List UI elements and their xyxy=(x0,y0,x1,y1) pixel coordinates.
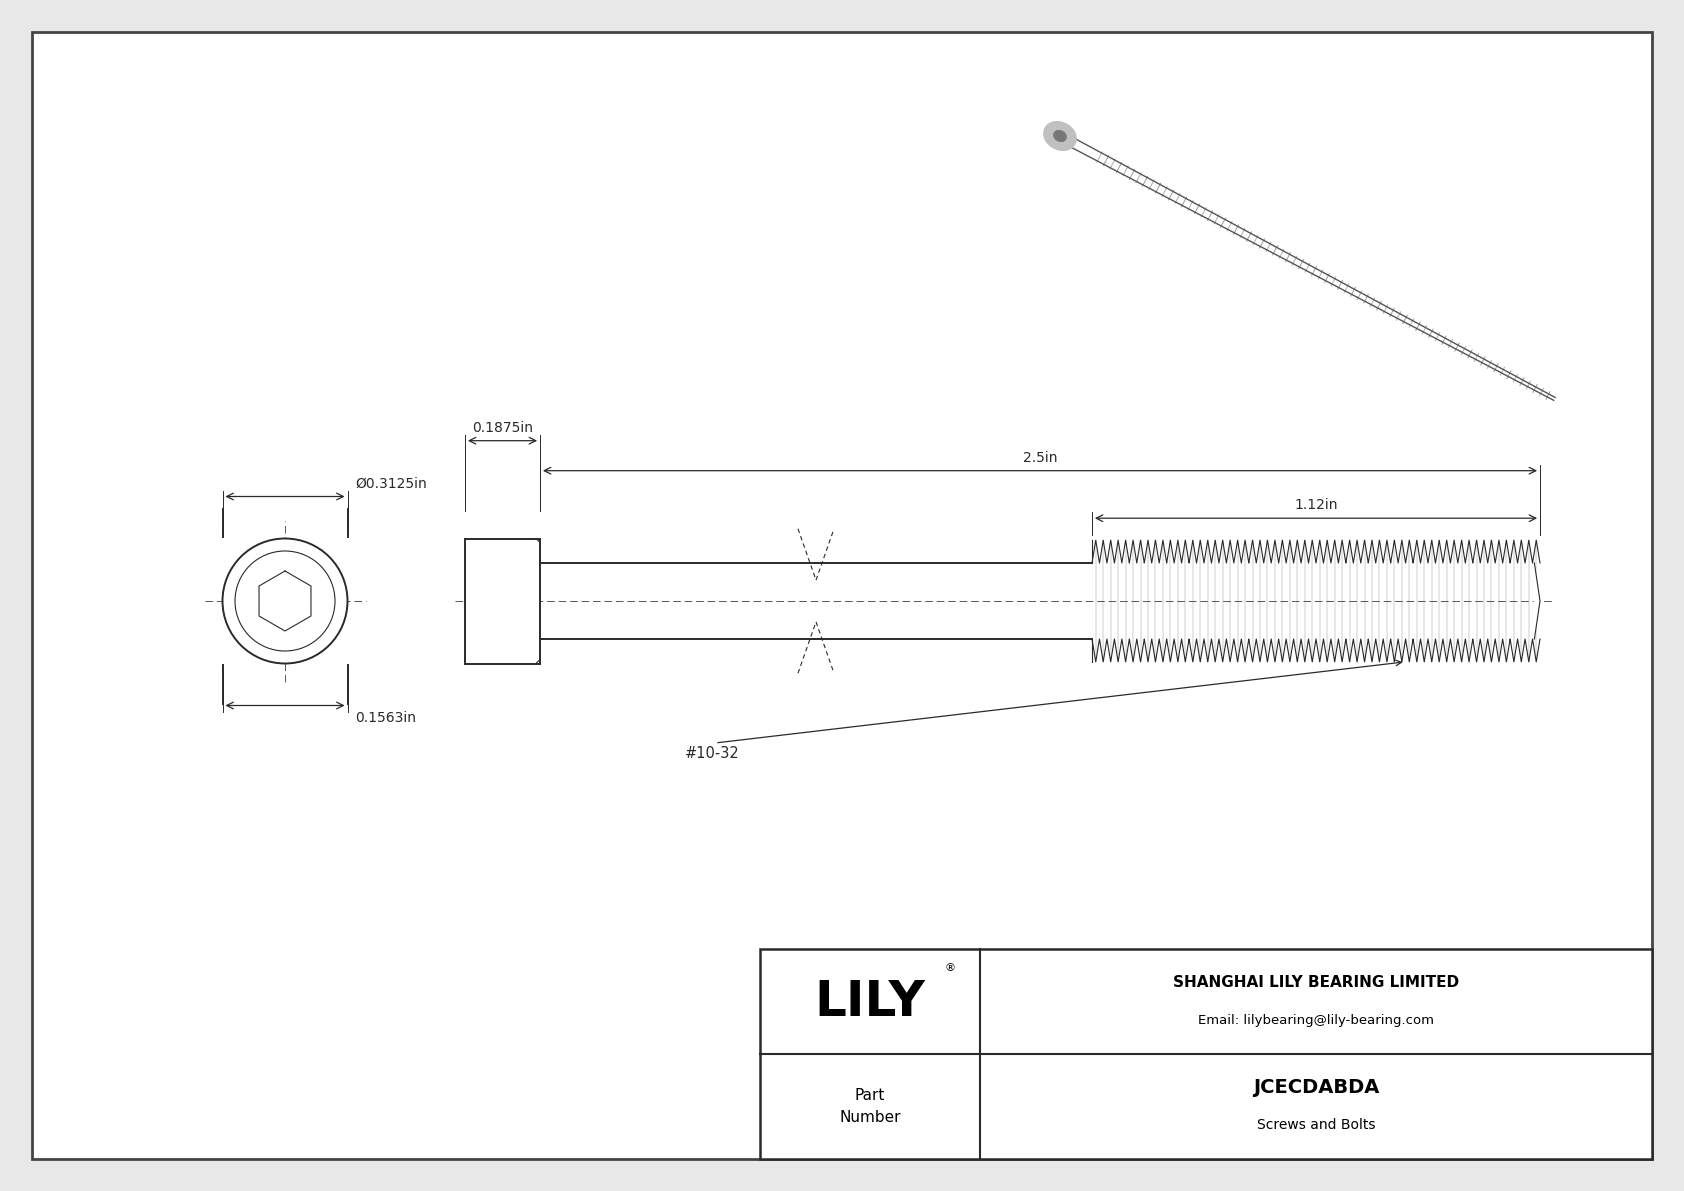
Text: Email: lilybearing@lily-bearing.com: Email: lilybearing@lily-bearing.com xyxy=(1197,1014,1435,1027)
Text: ®: ® xyxy=(945,962,955,973)
Text: Screws and Bolts: Screws and Bolts xyxy=(1256,1118,1376,1133)
Text: 0.1563in: 0.1563in xyxy=(355,711,416,725)
Polygon shape xyxy=(259,570,312,631)
Text: Ø0.3125in: Ø0.3125in xyxy=(355,476,428,491)
Ellipse shape xyxy=(1044,121,1076,150)
Circle shape xyxy=(222,538,347,663)
Ellipse shape xyxy=(1054,130,1066,142)
Bar xyxy=(465,538,541,663)
Text: 0.1875in: 0.1875in xyxy=(472,420,534,435)
Text: 1.12in: 1.12in xyxy=(1295,498,1337,512)
Circle shape xyxy=(236,551,335,651)
Text: Part
Number: Part Number xyxy=(839,1087,901,1125)
Text: #10-32: #10-32 xyxy=(685,746,739,761)
Text: SHANGHAI LILY BEARING LIMITED: SHANGHAI LILY BEARING LIMITED xyxy=(1174,975,1458,990)
Text: LILY: LILY xyxy=(815,978,926,1025)
Text: JCECDABDA: JCECDABDA xyxy=(1253,1078,1379,1097)
Polygon shape xyxy=(1534,563,1539,640)
Text: 2.5in: 2.5in xyxy=(1022,450,1058,464)
Bar xyxy=(759,949,1652,1159)
